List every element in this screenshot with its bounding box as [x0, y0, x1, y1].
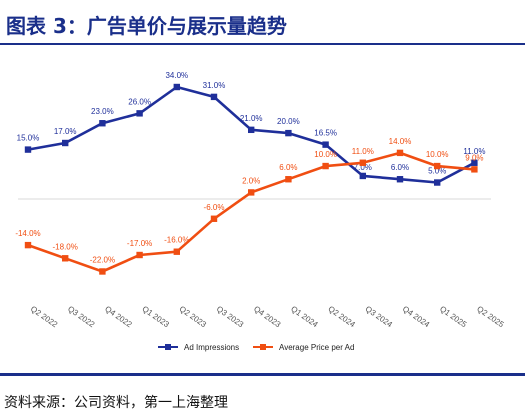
data-label: -14.0% — [15, 229, 40, 238]
data-label: -22.0% — [90, 255, 115, 264]
series-2-point — [248, 189, 255, 196]
series-1-point — [322, 141, 329, 148]
data-label: 21.0% — [240, 114, 263, 123]
data-label: 6.0% — [391, 163, 409, 172]
series-1-point — [136, 110, 143, 117]
data-label: -16.0% — [164, 236, 189, 245]
x-tick-label: Q4 2024 — [401, 304, 432, 329]
series-2-point — [285, 176, 292, 183]
series-1-point — [62, 139, 69, 147]
x-tick-label: Q2 2022 — [29, 304, 60, 329]
data-label: 14.0% — [389, 137, 412, 146]
x-tick-label: Q1 2023 — [140, 304, 171, 329]
data-label: -18.0% — [53, 242, 78, 251]
series-2-point — [62, 255, 69, 262]
series-1-point — [471, 159, 478, 166]
series-1-point — [248, 126, 255, 134]
series-1-point — [24, 146, 32, 153]
legend-swatch-marker — [260, 344, 266, 350]
data-label: 15.0% — [17, 134, 40, 143]
series-1-point — [210, 93, 218, 101]
x-tick-label: Q4 2023 — [252, 304, 283, 329]
series-2-point — [322, 162, 329, 170]
x-tick-label: Q2 2023 — [178, 304, 209, 329]
data-label: -6.0% — [204, 203, 225, 212]
data-label: 20.0% — [277, 117, 300, 126]
series-2-point — [136, 251, 143, 259]
source-note: 资料来源：公司资料，第一上海整理 — [4, 395, 228, 411]
x-tick-label: Q3 2022 — [66, 304, 97, 329]
data-label: 6.0% — [279, 163, 297, 172]
x-tick-label: Q3 2024 — [364, 304, 395, 329]
data-label: 34.0% — [165, 71, 188, 80]
data-label: 11.0% — [463, 147, 485, 156]
data-label: 11.0% — [352, 147, 374, 156]
data-label: 31.0% — [203, 81, 226, 90]
x-tick-label: Q2 2025 — [475, 304, 506, 329]
data-label: 10.0% — [426, 150, 449, 159]
series-1-point — [99, 120, 106, 127]
series-1-point — [285, 129, 292, 137]
series-2-point — [471, 166, 478, 173]
data-label: 23.0% — [91, 107, 114, 116]
series-2-point — [173, 248, 180, 255]
series-2-point — [396, 149, 404, 157]
x-tick-label: Q3 2023 — [215, 304, 246, 329]
series-2-point — [99, 268, 106, 275]
data-label: 10.0% — [314, 150, 337, 159]
line-chart: 15.0% 17.0% 23.0% 26.0% 34.0% 31.0% 21.0% 20.0%… — [15, 71, 506, 352]
series-2-point — [434, 162, 441, 170]
footer-rule — [0, 373, 525, 376]
title-rule — [0, 43, 525, 45]
chart-title: 图表 3：广告单价与展示量趋势 — [6, 14, 287, 38]
x-tick-label: Q2 2024 — [326, 304, 357, 329]
data-label: 16.5% — [314, 129, 337, 138]
series-1-point — [434, 179, 441, 186]
x-tick-label: Q1 2024 — [289, 304, 320, 329]
legend-label: Average Price per Ad — [279, 343, 354, 352]
data-label: -17.0% — [127, 239, 152, 248]
data-label: 5.0% — [428, 167, 446, 176]
series-2-point — [359, 159, 366, 166]
data-label: 17.0% — [54, 127, 77, 136]
data-label: 9.0% — [465, 153, 483, 162]
series-2-point — [24, 241, 32, 249]
data-label: 7.0% — [354, 163, 372, 172]
series-2-point — [210, 215, 218, 222]
data-label: 2.0% — [242, 176, 260, 185]
series-1-point — [359, 172, 366, 180]
legend-swatch-marker — [165, 344, 171, 350]
x-tick-label: Q1 2025 — [438, 304, 469, 329]
series-1-point — [396, 176, 404, 183]
x-tick-label: Q4 2022 — [103, 304, 134, 329]
series-1-point — [173, 83, 180, 91]
legend-label: Ad Impressions — [184, 343, 239, 352]
data-label: 26.0% — [128, 97, 151, 106]
